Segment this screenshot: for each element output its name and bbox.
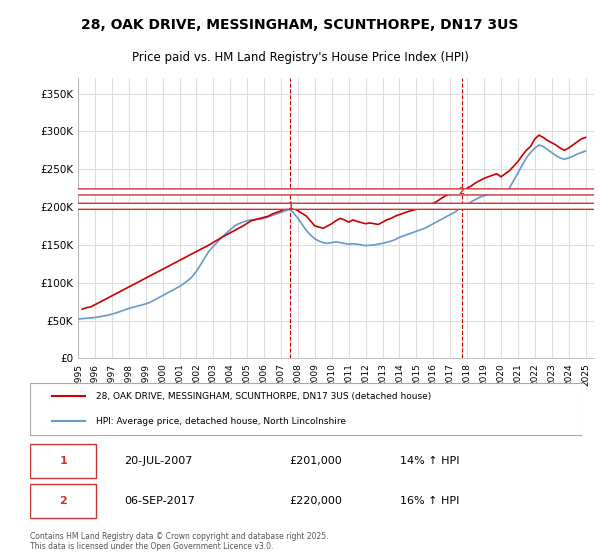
Text: Price paid vs. HM Land Registry's House Price Index (HPI): Price paid vs. HM Land Registry's House … xyxy=(131,51,469,64)
Text: 2: 2 xyxy=(459,188,464,197)
Circle shape xyxy=(0,203,600,209)
Text: HPI: Average price, detached house, North Lincolnshire: HPI: Average price, detached house, Nort… xyxy=(96,417,346,426)
Text: 1: 1 xyxy=(59,456,67,466)
Text: 28, OAK DRIVE, MESSINGHAM, SCUNTHORPE, DN17 3US: 28, OAK DRIVE, MESSINGHAM, SCUNTHORPE, D… xyxy=(82,18,518,32)
FancyBboxPatch shape xyxy=(30,444,96,478)
Text: 1: 1 xyxy=(287,202,293,211)
Text: £220,000: £220,000 xyxy=(289,496,343,506)
Text: 14% ↑ HPI: 14% ↑ HPI xyxy=(400,456,460,466)
Text: 16% ↑ HPI: 16% ↑ HPI xyxy=(400,496,459,506)
Text: 2: 2 xyxy=(59,496,67,506)
Circle shape xyxy=(0,189,600,195)
Text: 20-JUL-2007: 20-JUL-2007 xyxy=(124,456,192,466)
Text: £201,000: £201,000 xyxy=(289,456,342,466)
FancyBboxPatch shape xyxy=(30,383,582,435)
FancyBboxPatch shape xyxy=(30,484,96,519)
Text: Contains HM Land Registry data © Crown copyright and database right 2025.
This d: Contains HM Land Registry data © Crown c… xyxy=(30,532,329,552)
Text: 06-SEP-2017: 06-SEP-2017 xyxy=(124,496,195,506)
Text: 28, OAK DRIVE, MESSINGHAM, SCUNTHORPE, DN17 3US (detached house): 28, OAK DRIVE, MESSINGHAM, SCUNTHORPE, D… xyxy=(96,392,431,401)
